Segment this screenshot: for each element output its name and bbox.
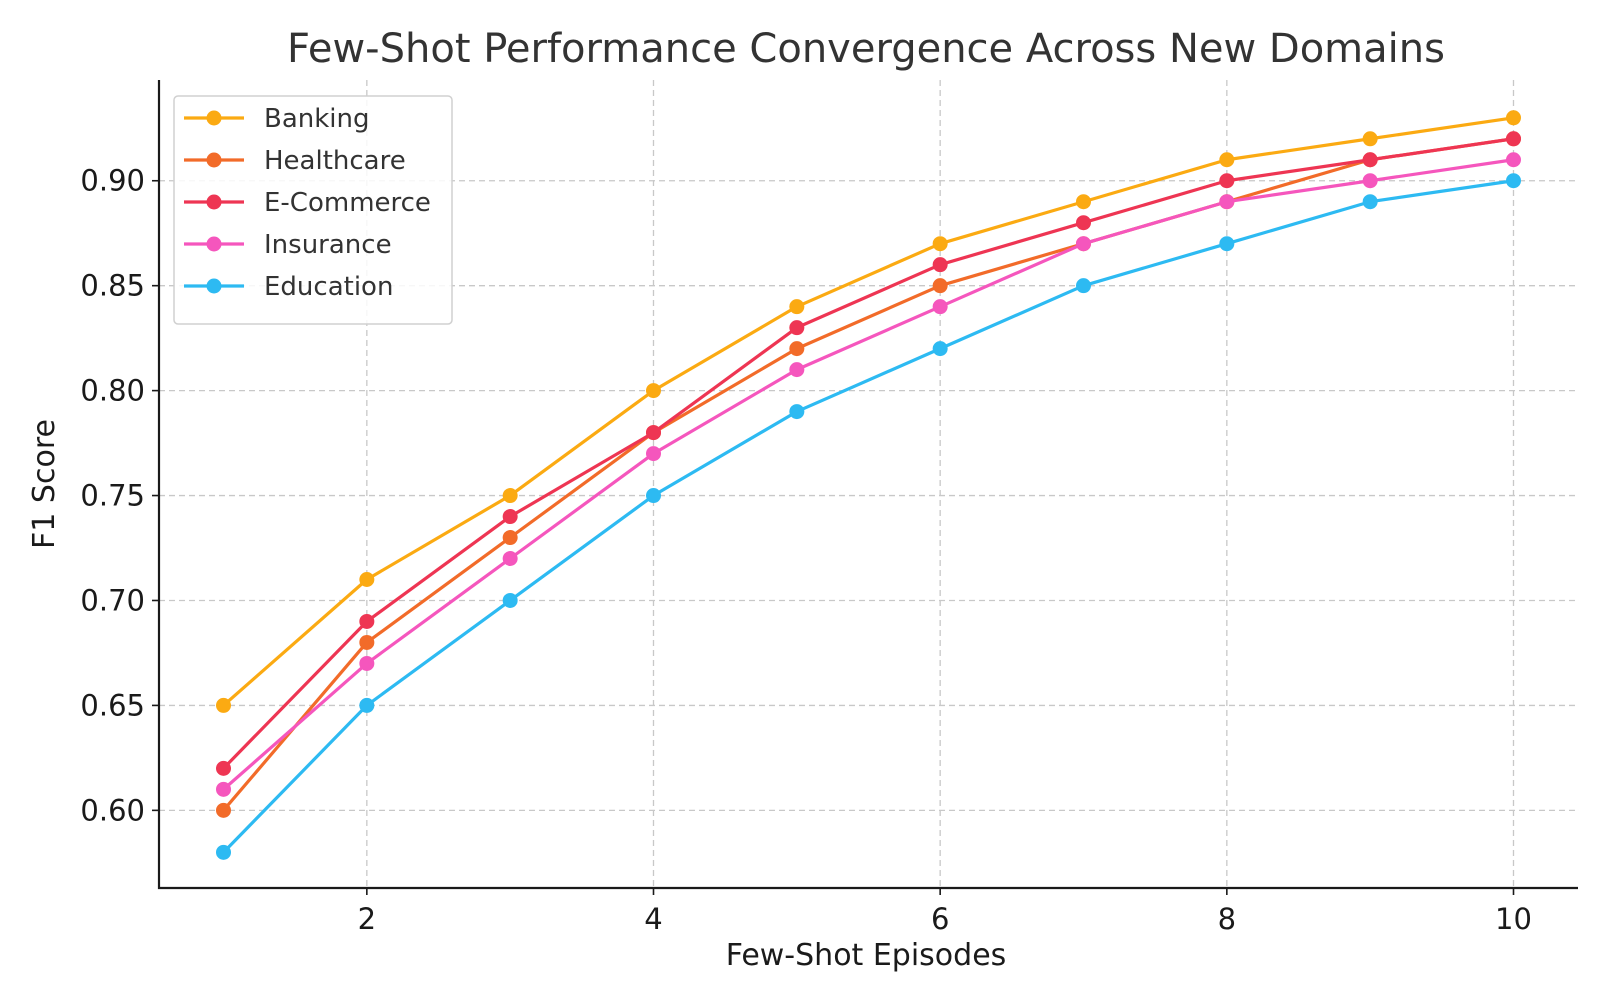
data-point <box>932 257 948 273</box>
legend-swatch-marker <box>206 152 222 168</box>
y-tick-label: 0.60 <box>80 793 145 827</box>
y-tick-label: 0.80 <box>80 374 145 408</box>
series-line <box>222 137 1514 770</box>
x-axis-label: Few-Shot Episodes <box>726 938 1007 973</box>
y-tick-label: 0.85 <box>80 269 145 303</box>
legend-label: E-Commerce <box>264 188 431 218</box>
data-point <box>502 509 518 525</box>
data-point <box>502 551 518 567</box>
data-point <box>1219 194 1235 210</box>
y-tick-label: 0.90 <box>80 164 145 198</box>
data-point <box>932 278 948 294</box>
legend-swatch-marker <box>206 194 222 210</box>
data-point <box>359 655 375 671</box>
series-line <box>222 116 1514 707</box>
axis-spines <box>157 80 1578 890</box>
data-point <box>789 362 805 378</box>
data-point <box>789 320 805 336</box>
data-point <box>1219 236 1235 252</box>
x-tick-label: 4 <box>644 902 662 936</box>
data-point <box>646 425 661 441</box>
legend-item: Healthcare <box>184 146 406 176</box>
data-point <box>1362 194 1378 210</box>
legend-label: Banking <box>264 104 370 134</box>
series-banking <box>216 110 1521 713</box>
x-tick-label: 2 <box>358 902 376 936</box>
data-point <box>1506 173 1521 189</box>
legend-swatch-marker <box>206 110 222 126</box>
legend-label: Insurance <box>264 230 392 260</box>
data-point <box>502 488 518 504</box>
legend-label: Education <box>264 272 393 302</box>
data-point <box>216 844 231 860</box>
legend-item: Education <box>184 272 393 302</box>
data-point <box>1219 152 1235 168</box>
data-point <box>359 613 375 629</box>
data-point <box>1506 110 1521 126</box>
grid <box>159 80 1578 888</box>
data-point <box>1076 194 1091 210</box>
series-insurance <box>216 152 1521 797</box>
data-point <box>932 299 948 315</box>
legend-box <box>173 95 453 325</box>
data-point <box>216 760 231 776</box>
legend: Banking Healthcare E-Commerce Insurance Educ… <box>173 95 453 325</box>
data-point <box>359 634 375 650</box>
chart-title: Few-Shot Performance Convergence Across … <box>287 26 1445 72</box>
x-tick-label: 10 <box>1495 902 1532 936</box>
data-point <box>359 697 375 713</box>
data-point <box>646 383 661 399</box>
data-point <box>1219 173 1235 189</box>
axes: 2 4 6 8 10 0.60 0.65 0.70 0.75 0.80 0.85 0.90 <box>80 80 1578 936</box>
data-point <box>216 802 231 818</box>
y-tick-label: 0.70 <box>80 583 145 617</box>
data-point <box>646 446 661 462</box>
data-point <box>789 299 805 315</box>
legend-swatch-marker <box>206 236 222 252</box>
data-point <box>1076 278 1091 294</box>
data-point <box>1362 152 1378 168</box>
data-point <box>789 404 805 420</box>
y-tick-label: 0.65 <box>80 688 145 722</box>
data-point <box>216 781 231 797</box>
y-tick-label: 0.75 <box>80 479 145 513</box>
series-e-commerce <box>216 131 1521 776</box>
data-point <box>1076 215 1091 231</box>
x-tick-label: 8 <box>1218 902 1236 936</box>
data-point <box>1362 131 1378 147</box>
data-point <box>1076 236 1091 252</box>
legend-item: E-Commerce <box>184 188 431 218</box>
legend-swatch-marker <box>206 278 222 294</box>
x-tick-label: 6 <box>931 902 949 936</box>
data-point <box>359 571 375 587</box>
data-point <box>932 341 948 357</box>
data-point <box>502 592 518 608</box>
series-line <box>222 158 1514 791</box>
data-point <box>1362 173 1378 189</box>
data-point <box>216 697 231 713</box>
y-axis-label: F1 Score <box>27 419 62 549</box>
legend-item: Insurance <box>184 230 392 260</box>
data-point <box>1506 152 1521 168</box>
series-education <box>216 173 1521 860</box>
data-point <box>1506 131 1521 147</box>
data-point <box>789 341 805 357</box>
legend-label: Healthcare <box>264 146 406 176</box>
series-line <box>222 137 1514 812</box>
series-line <box>222 179 1514 854</box>
series-layer <box>216 110 1521 860</box>
data-point <box>932 236 948 252</box>
data-point <box>502 530 518 546</box>
data-point <box>646 488 661 504</box>
legend-item: Banking <box>184 104 370 134</box>
